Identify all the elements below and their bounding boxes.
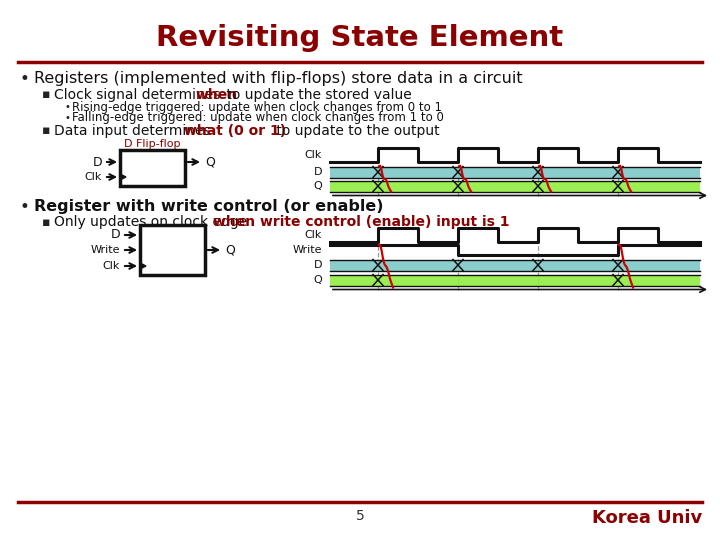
Text: Falling-edge triggered: update when clock changes from 1 to 0: Falling-edge triggered: update when cloc… bbox=[72, 111, 444, 125]
Bar bbox=[330, 180, 378, 192]
Text: Revisiting State Element: Revisiting State Element bbox=[156, 24, 564, 52]
Text: what (0 or 1): what (0 or 1) bbox=[184, 124, 286, 138]
Bar bbox=[538, 166, 618, 178]
Text: D: D bbox=[110, 228, 120, 241]
Text: ▪: ▪ bbox=[42, 89, 50, 102]
Bar bbox=[378, 260, 458, 271]
Bar bbox=[378, 180, 458, 192]
Text: •: • bbox=[64, 113, 70, 123]
Text: D: D bbox=[92, 156, 102, 168]
Text: Clk: Clk bbox=[305, 150, 322, 160]
Text: D: D bbox=[313, 167, 322, 177]
Text: 5: 5 bbox=[356, 509, 364, 523]
Text: Korea Univ: Korea Univ bbox=[592, 509, 702, 527]
Bar bbox=[458, 260, 538, 271]
Text: Clock signal determines: Clock signal determines bbox=[54, 88, 225, 102]
Text: D: D bbox=[313, 260, 322, 270]
Text: Write: Write bbox=[292, 245, 322, 255]
Text: Q: Q bbox=[205, 156, 215, 168]
Bar bbox=[330, 274, 378, 286]
Text: Data input determines: Data input determines bbox=[54, 124, 215, 138]
Polygon shape bbox=[120, 174, 126, 180]
Text: ▪: ▪ bbox=[42, 125, 50, 138]
Bar bbox=[330, 166, 378, 178]
Bar bbox=[458, 166, 538, 178]
Text: •: • bbox=[64, 102, 70, 112]
Text: Q: Q bbox=[225, 244, 235, 256]
Text: Clk: Clk bbox=[305, 230, 322, 240]
Bar bbox=[618, 260, 700, 271]
Text: ▪: ▪ bbox=[42, 215, 50, 228]
Text: Write: Write bbox=[91, 245, 120, 255]
Bar bbox=[140, 225, 205, 275]
Bar bbox=[618, 274, 700, 286]
Text: to update to the output: to update to the output bbox=[272, 124, 440, 138]
Bar bbox=[538, 260, 618, 271]
Text: Registers (implemented with flip-flops) store data in a circuit: Registers (implemented with flip-flops) … bbox=[34, 71, 523, 86]
Text: Clk: Clk bbox=[103, 261, 120, 271]
Bar bbox=[330, 260, 378, 271]
Polygon shape bbox=[140, 263, 146, 269]
Text: Rising-edge triggered: update when clock changes from 0 to 1: Rising-edge triggered: update when clock… bbox=[72, 100, 442, 113]
Text: Q: Q bbox=[313, 181, 322, 191]
Text: when: when bbox=[196, 88, 238, 102]
Bar bbox=[458, 180, 538, 192]
Bar bbox=[618, 180, 700, 192]
Text: when write control (enable) input is 1: when write control (enable) input is 1 bbox=[213, 215, 510, 229]
Text: Only updates on clock edge: Only updates on clock edge bbox=[54, 215, 251, 229]
Text: D Flip-flop: D Flip-flop bbox=[124, 139, 180, 149]
Text: •: • bbox=[20, 198, 30, 216]
Bar bbox=[378, 166, 458, 178]
Text: Clk: Clk bbox=[85, 172, 102, 182]
Bar bbox=[378, 274, 618, 286]
Text: •: • bbox=[20, 70, 30, 88]
Text: Q: Q bbox=[313, 275, 322, 285]
Text: to update the stored value: to update the stored value bbox=[222, 88, 411, 102]
Bar bbox=[618, 166, 700, 178]
Bar bbox=[538, 180, 618, 192]
Text: Register with write control (or enable): Register with write control (or enable) bbox=[34, 199, 384, 214]
Bar bbox=[120, 150, 185, 186]
